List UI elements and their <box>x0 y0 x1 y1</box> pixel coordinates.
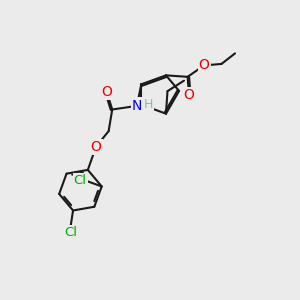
Text: O: O <box>199 58 209 72</box>
Text: S: S <box>137 98 146 112</box>
Text: O: O <box>184 88 194 102</box>
Text: Cl: Cl <box>64 226 77 239</box>
Text: N: N <box>132 99 142 113</box>
Text: H: H <box>143 98 153 111</box>
Text: O: O <box>91 140 101 154</box>
Text: O: O <box>101 85 112 99</box>
Text: Cl: Cl <box>74 174 87 187</box>
